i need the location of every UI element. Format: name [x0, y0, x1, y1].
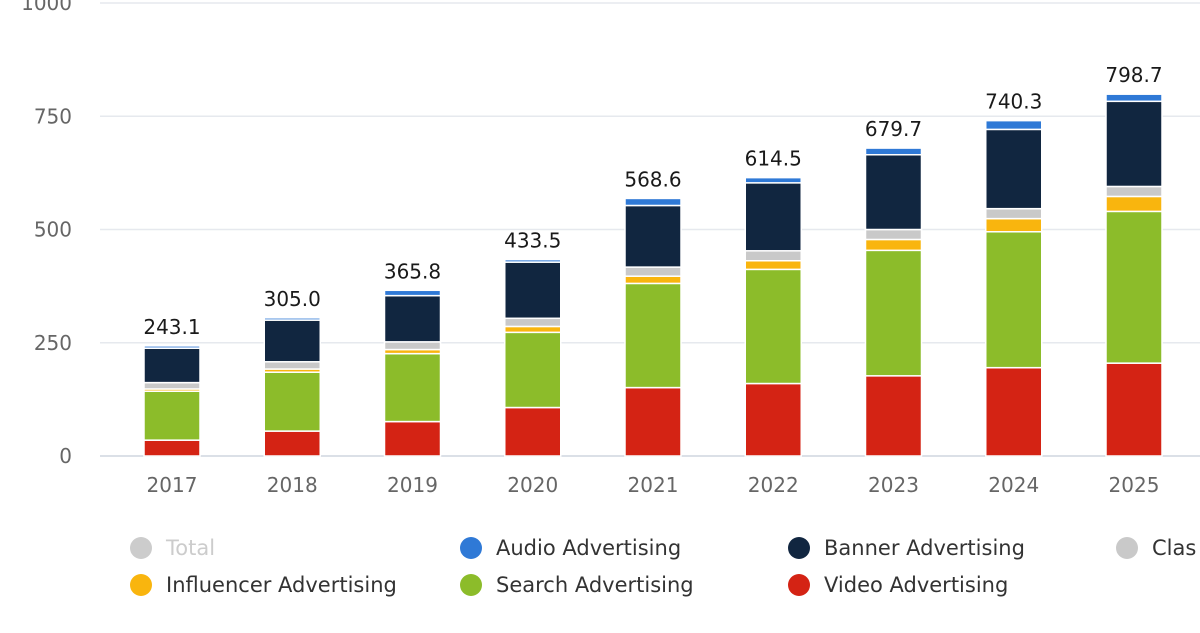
- x-tick-label-2017: 2017: [147, 473, 198, 497]
- bar-segment-search-advertising-2024[interactable]: [985, 231, 1043, 369]
- x-tick-label-2025: 2025: [1109, 473, 1160, 497]
- legend-label-audio: Audio Advertising: [496, 536, 682, 560]
- y-tick-label: 250: [34, 331, 72, 355]
- legend-label-video: Video Advertising: [824, 573, 1009, 597]
- x-tick-label-2023: 2023: [868, 473, 919, 497]
- legend-marker-search: [460, 574, 482, 596]
- bar-segment-audio-advertising-2021[interactable]: [624, 197, 682, 207]
- bar-segment-audio-advertising-2019[interactable]: [383, 289, 442, 297]
- total-label-2025: 798.7: [1105, 63, 1162, 87]
- bar-segment-banner-advertising-2020[interactable]: [504, 261, 562, 320]
- bar-segment-banner-advertising-2017[interactable]: [143, 347, 201, 384]
- bar-segment-video-advertising-2024[interactable]: [985, 366, 1043, 457]
- bar-segment-video-advertising-2019[interactable]: [383, 420, 442, 457]
- legend-marker-audio: [460, 537, 482, 559]
- legend-marker-total: [130, 537, 152, 559]
- y-tick-label: 0: [59, 444, 72, 468]
- legend-item-influencer[interactable]: Influencer Advertising: [130, 570, 397, 600]
- bar-segment-banner-advertising-2023[interactable]: [864, 154, 923, 231]
- legend-label-influencer: Influencer Advertising: [166, 573, 397, 597]
- legend-marker-classifieds: [1116, 537, 1138, 559]
- bar-segment-banner-advertising-2018[interactable]: [263, 319, 321, 363]
- y-tick-label: 500: [34, 218, 72, 242]
- bar-segment-search-advertising-2021[interactable]: [624, 282, 682, 389]
- bar-segment-video-advertising-2023[interactable]: [864, 375, 923, 457]
- bar-segment-audio-advertising-2018[interactable]: [263, 317, 321, 321]
- bar-segment-classifieds-2018[interactable]: [263, 361, 321, 370]
- legend-marker-banner: [788, 537, 810, 559]
- chart-legend: Total Audio Advertising Banner Advertisi…: [0, 525, 1200, 625]
- bar-segment-video-advertising-2018[interactable]: [263, 430, 321, 457]
- bar-segment-search-advertising-2020[interactable]: [504, 331, 562, 409]
- legend-marker-video: [788, 574, 810, 596]
- bar-segment-banner-advertising-2022[interactable]: [744, 182, 802, 252]
- legend-label-total: Total: [166, 536, 216, 560]
- bar-segment-video-advertising-2017[interactable]: [143, 439, 201, 457]
- total-label-2022: 614.5: [745, 147, 802, 171]
- bar-segment-video-advertising-2020[interactable]: [504, 406, 562, 457]
- total-label-2020: 433.5: [504, 229, 561, 253]
- bar-segment-audio-advertising-2024[interactable]: [985, 119, 1043, 131]
- bar-segment-influencer-advertising-2025[interactable]: [1105, 195, 1163, 213]
- legend-label-search: Search Advertising: [496, 573, 694, 597]
- legend-item-total[interactable]: Total: [130, 533, 215, 563]
- bar-segment-influencer-advertising-2024[interactable]: [985, 217, 1043, 233]
- total-label-2024: 740.3: [985, 90, 1042, 114]
- x-tick-label-2018: 2018: [267, 473, 318, 497]
- x-tick-label-2021: 2021: [628, 473, 679, 497]
- bar-segment-video-advertising-2021[interactable]: [624, 386, 682, 457]
- bar-segment-influencer-advertising-2021[interactable]: [624, 275, 682, 285]
- legend-marker-influencer: [130, 574, 152, 596]
- x-tick-label-2022: 2022: [748, 473, 799, 497]
- total-label-2018: 305.0: [264, 287, 321, 311]
- legend-label-banner: Banner Advertising: [824, 536, 1025, 560]
- legend-item-banner[interactable]: Banner Advertising: [788, 533, 1025, 563]
- total-label-2019: 365.8: [384, 259, 441, 283]
- total-label-2017: 243.1: [143, 315, 200, 339]
- stacked-bar-chart: 0 250 500 750 1000 243.1 2017 305.0 2018 365.8 201…: [21, 0, 1200, 497]
- bar-segment-classifieds-2017[interactable]: [143, 381, 201, 390]
- bar-segment-classifieds-2024[interactable]: [985, 207, 1043, 220]
- bar-segment-audio-advertising-2020[interactable]: [504, 258, 562, 263]
- x-tick-label-2020: 2020: [507, 473, 558, 497]
- bar-segment-search-advertising-2017[interactable]: [143, 390, 201, 441]
- y-tick-label: 1000: [21, 0, 72, 15]
- bar-segment-video-advertising-2022[interactable]: [744, 382, 802, 457]
- bar-segment-video-advertising-2025[interactable]: [1105, 362, 1163, 457]
- bar-segment-classifieds-2021[interactable]: [624, 266, 682, 277]
- bar-segment-influencer-advertising-2022[interactable]: [744, 260, 802, 271]
- x-tick-label-2019: 2019: [387, 473, 438, 497]
- bar-segment-classifieds-2022[interactable]: [744, 250, 802, 262]
- bar-segment-search-advertising-2018[interactable]: [263, 371, 321, 432]
- bar-segment-audio-advertising-2023[interactable]: [864, 147, 923, 156]
- bar-segment-banner-advertising-2021[interactable]: [624, 204, 682, 268]
- bar-segment-banner-advertising-2024[interactable]: [985, 128, 1043, 210]
- bar-segment-search-advertising-2025[interactable]: [1105, 210, 1163, 364]
- bar-segment-classifieds-2020[interactable]: [504, 317, 562, 328]
- x-tick-label-2024: 2024: [988, 473, 1039, 497]
- bar-segment-influencer-advertising-2020[interactable]: [504, 325, 562, 334]
- bar-segment-classifieds-2023[interactable]: [864, 228, 923, 241]
- legend-item-audio[interactable]: Audio Advertising: [460, 533, 681, 563]
- y-tick-label: 750: [34, 104, 72, 128]
- bar-segment-search-advertising-2023[interactable]: [864, 249, 923, 377]
- bar-segment-influencer-advertising-2023[interactable]: [864, 238, 923, 252]
- bar-segment-banner-advertising-2019[interactable]: [383, 294, 442, 343]
- legend-item-search[interactable]: Search Advertising: [460, 570, 694, 600]
- bar-segment-banner-advertising-2025[interactable]: [1105, 100, 1163, 188]
- legend-label-classifieds: Clas: [1152, 536, 1197, 560]
- bar-segment-audio-advertising-2022[interactable]: [744, 176, 802, 184]
- bar-segment-audio-advertising-2025[interactable]: [1105, 93, 1163, 103]
- total-label-2023: 679.7: [865, 117, 922, 141]
- legend-item-classifieds[interactable]: Clas: [1116, 533, 1196, 563]
- total-label-2021: 568.6: [624, 167, 681, 191]
- bar-segment-search-advertising-2022[interactable]: [744, 268, 802, 385]
- bar-segment-classifieds-2025[interactable]: [1105, 185, 1163, 198]
- bar-segment-audio-advertising-2017[interactable]: [143, 345, 201, 349]
- bar-segment-classifieds-2019[interactable]: [383, 341, 442, 351]
- bar-segment-search-advertising-2019[interactable]: [383, 352, 442, 423]
- legend-item-video[interactable]: Video Advertising: [788, 570, 1008, 600]
